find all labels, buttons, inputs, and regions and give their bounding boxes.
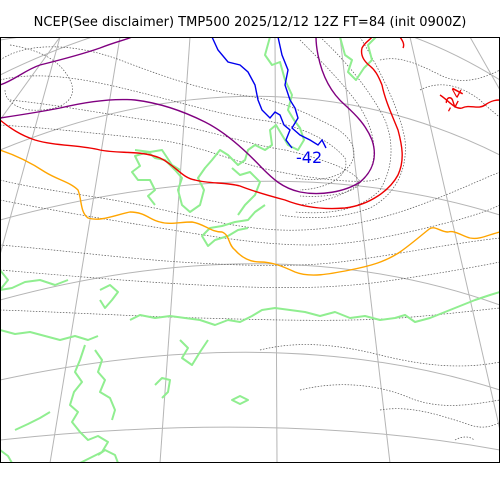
contour-purple	[0, 37, 376, 195]
contour-minus-42-north	[211, 37, 293, 149]
isotherm-contours	[0, 37, 500, 441]
contour-red-east	[439, 94, 500, 109]
contour-orange	[0, 149, 500, 276]
coastlines	[0, 37, 500, 463]
map-title: NCEP(See disclaimer) TMP500 2025/12/12 1…	[33, 15, 467, 30]
contour-minus-42-core	[277, 37, 327, 149]
contour-label-minus-42: -42	[296, 148, 322, 167]
longitude-lines	[0, 37, 500, 463]
contour-label-minus-24: -24	[439, 84, 468, 116]
latitude-lines	[0, 37, 500, 451]
